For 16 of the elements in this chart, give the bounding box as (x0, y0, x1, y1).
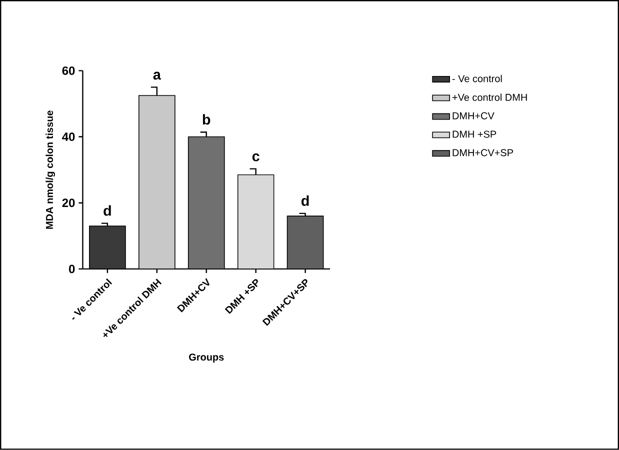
x-axis-title: Groups (189, 354, 224, 363)
y-axis-title: MDA nmol/g colon tissue (46, 110, 56, 229)
y-tick-label: 60 (62, 66, 75, 76)
legend-label: +Ve control DMH (452, 94, 527, 102)
data-label: b (202, 114, 210, 125)
legend-label: DMH +SP (452, 130, 496, 138)
legend-label: DMH+CV+SP (452, 149, 513, 156)
y-tick-label: 40 (62, 132, 75, 142)
data-label: c (252, 154, 260, 162)
data-label: d (302, 195, 309, 206)
legend-label: - Ve control (452, 74, 502, 82)
data-label: d (104, 205, 111, 216)
legend-label: DMH+CV (452, 112, 494, 120)
y-tick-label: 0 (69, 264, 75, 274)
y-tick-label: 20 (62, 198, 75, 208)
data-label: a (153, 72, 161, 80)
